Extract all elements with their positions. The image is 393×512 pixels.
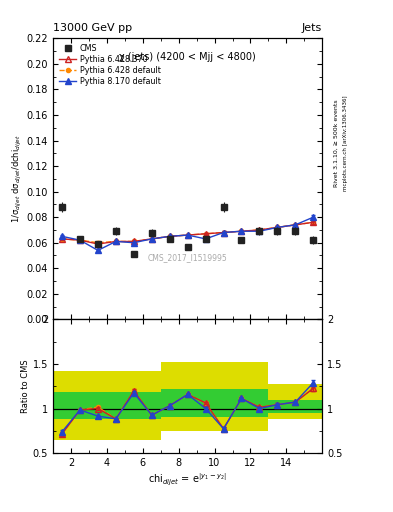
Text: mcplots.cern.ch [arXiv:1306.3436]: mcplots.cern.ch [arXiv:1306.3436] (343, 96, 348, 191)
Text: Jets: Jets (302, 23, 322, 33)
Text: χ (jets) (4200 < Mjj < 4800): χ (jets) (4200 < Mjj < 4800) (119, 52, 256, 62)
Text: 13000 GeV pp: 13000 GeV pp (53, 23, 132, 33)
Y-axis label: 1/σ$_{dijet}$ dσ$_{dijet}$/dchi$_{dijet}$: 1/σ$_{dijet}$ dσ$_{dijet}$/dchi$_{dijet}… (11, 135, 24, 223)
Text: Rivet 3.1.10, ≥ 500k events: Rivet 3.1.10, ≥ 500k events (334, 99, 338, 187)
Y-axis label: Ratio to CMS: Ratio to CMS (21, 359, 30, 413)
X-axis label: chi$_{dijet}$ = e$^{|y_{1}-y_{2}|}$: chi$_{dijet}$ = e$^{|y_{1}-y_{2}|}$ (148, 472, 227, 488)
Legend: CMS, Pythia 6.428 370, Pythia 6.428 default, Pythia 8.170 default: CMS, Pythia 6.428 370, Pythia 6.428 defa… (57, 42, 162, 88)
Text: CMS_2017_I1519995: CMS_2017_I1519995 (148, 253, 228, 262)
